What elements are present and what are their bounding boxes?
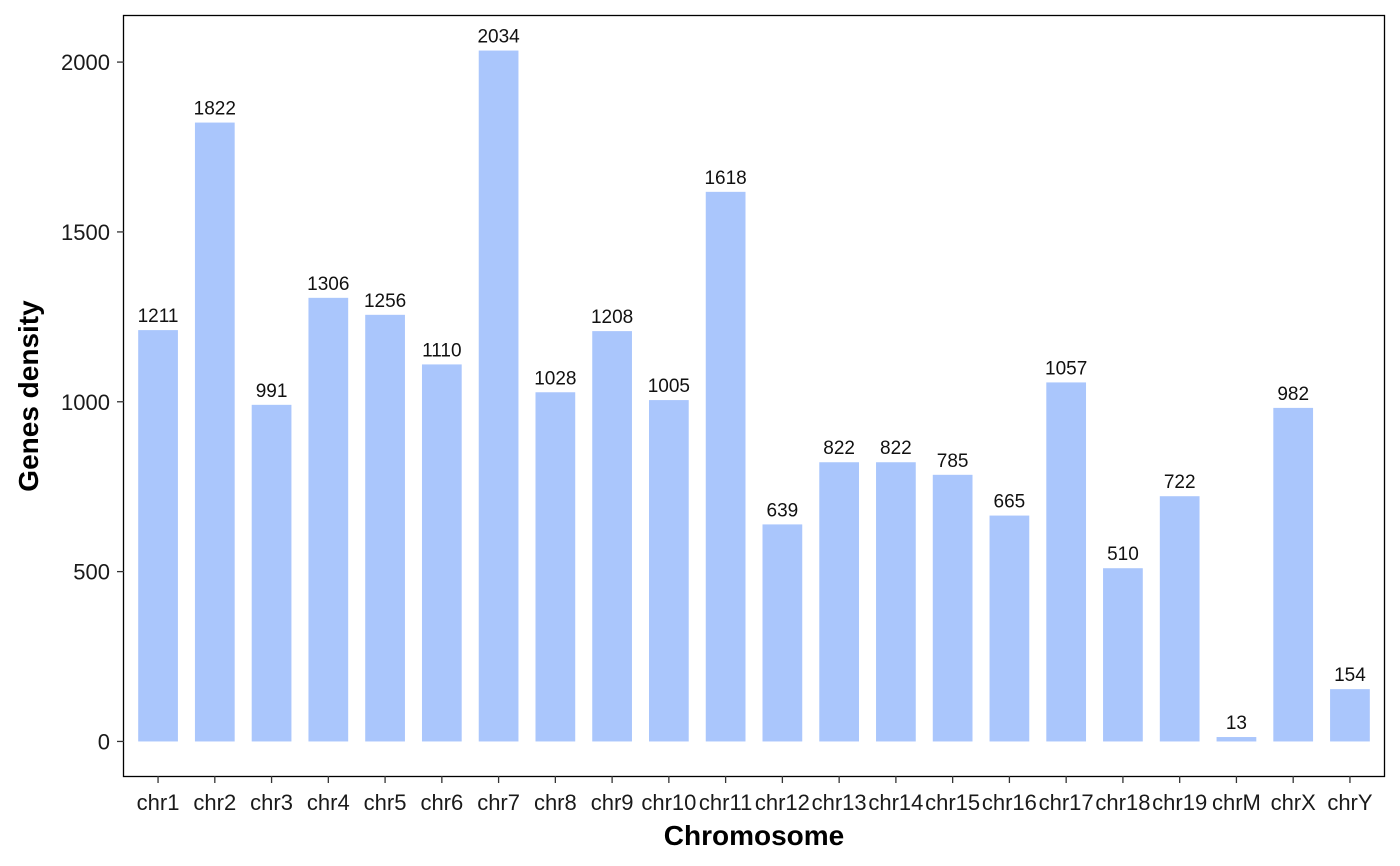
data-label-chr8: 1028 [534,368,576,389]
data-label-chr9: 1208 [591,307,633,328]
x-tick-label-chr8: chr8 [534,790,577,815]
y-tick-label-2000: 2000 [61,50,110,75]
x-tick-label-chrM: chrM [1212,790,1261,815]
bar-chr10 [649,400,689,742]
bar-chr12 [762,524,803,742]
x-tick-label-chr1: chr1 [137,790,180,815]
bar-chr13 [819,462,859,742]
bar-chr5 [365,314,405,742]
y-tick-label-500: 500 [73,560,110,585]
data-label-chr4: 1306 [307,274,349,295]
bar-chr17 [1046,382,1087,742]
data-label-chrY: 154 [1334,665,1366,686]
x-tick-label-chr16: chr16 [982,790,1037,815]
bar-chr9 [592,331,632,742]
bar-chr2 [194,122,235,742]
data-label-chr17: 1057 [1045,358,1087,379]
data-labels-group: 1211 1822 991 1306 1256 1110 2034 1028 1208 1005 1… [138,27,1367,734]
bar-chr18 [1103,568,1143,742]
x-tick-label-chr6: chr6 [420,790,463,815]
data-label-chrX: 982 [1277,384,1309,405]
data-label-chr12: 639 [767,500,799,521]
x-tick-label-chr11: chr11 [699,790,752,815]
x-tick-label-chr12: chr12 [755,790,810,815]
bar-chr16 [989,515,1030,742]
x-tick-label-chrX: chrX [1271,790,1317,815]
data-label-chr10: 1005 [648,376,690,397]
bar-chr1 [138,330,178,742]
plot-panel-border [122,14,1386,778]
data-label-chr3: 991 [256,381,288,402]
x-tick-label-chr14: chr14 [868,790,923,815]
data-label-chr5: 1256 [364,291,406,312]
data-label-chr14: 822 [880,438,912,459]
data-label-chr6: 1110 [422,340,461,361]
bar-chrM [1216,737,1257,742]
bar-chr8 [535,392,576,742]
data-label-chr19: 722 [1164,472,1196,493]
bar-chr15 [932,474,973,742]
bar-chr6 [421,364,462,742]
bar-chr4 [308,297,349,742]
y-tick-label-1500: 1500 [61,220,110,245]
x-tick-label-chr10: chr10 [641,790,696,815]
data-label-chrM: 13 [1226,713,1247,734]
y-tick-label-1000: 1000 [61,390,110,415]
x-tick-label-chr13: chr13 [812,790,867,815]
data-label-chr18: 510 [1107,544,1139,565]
bar-chr19 [1159,496,1200,742]
x-tick-label-chr4: chr4 [307,790,350,815]
bar-chrY [1330,689,1370,742]
x-tick-label-chr18: chr18 [1095,790,1150,815]
bar-chr11 [705,191,746,742]
data-label-chr13: 822 [823,438,855,459]
x-axis: chr1 chr2 chr3 chr4 chr5 chr6 chr7 chr8 chr9 chr1… [137,776,1373,815]
data-label-chr16: 665 [994,492,1026,513]
bars-group [138,50,1370,742]
x-tick-label-chr19: chr19 [1152,790,1207,815]
x-tick-label-chr9: chr9 [591,790,634,815]
data-label-chr15: 785 [937,451,969,472]
x-tick-label-chr5: chr5 [364,790,407,815]
bar-chr7 [478,50,519,742]
x-tick-label-chr17: chr17 [1039,790,1094,815]
y-axis: 0 500 1000 1500 2000 [61,50,124,754]
x-tick-label-chr15: chr15 [925,790,980,815]
x-tick-label-chrY: chrY [1327,790,1373,815]
data-label-chr7: 2034 [477,27,520,48]
bar-chr3 [251,404,292,742]
x-tick-label-chr7: chr7 [477,790,520,815]
x-tick-label-chr2: chr2 [193,790,236,815]
x-axis-title: Chromosome [664,820,844,851]
data-label-chr1: 1211 [138,306,179,327]
data-label-chr2: 1822 [194,99,236,120]
y-axis-title: Genes density [13,300,44,492]
x-tick-label-chr3: chr3 [250,790,293,815]
y-tick-label-0: 0 [98,729,110,754]
bar-chrX [1273,407,1314,742]
bar-chr14 [876,462,916,742]
data-label-chr11: 1618 [704,168,746,189]
